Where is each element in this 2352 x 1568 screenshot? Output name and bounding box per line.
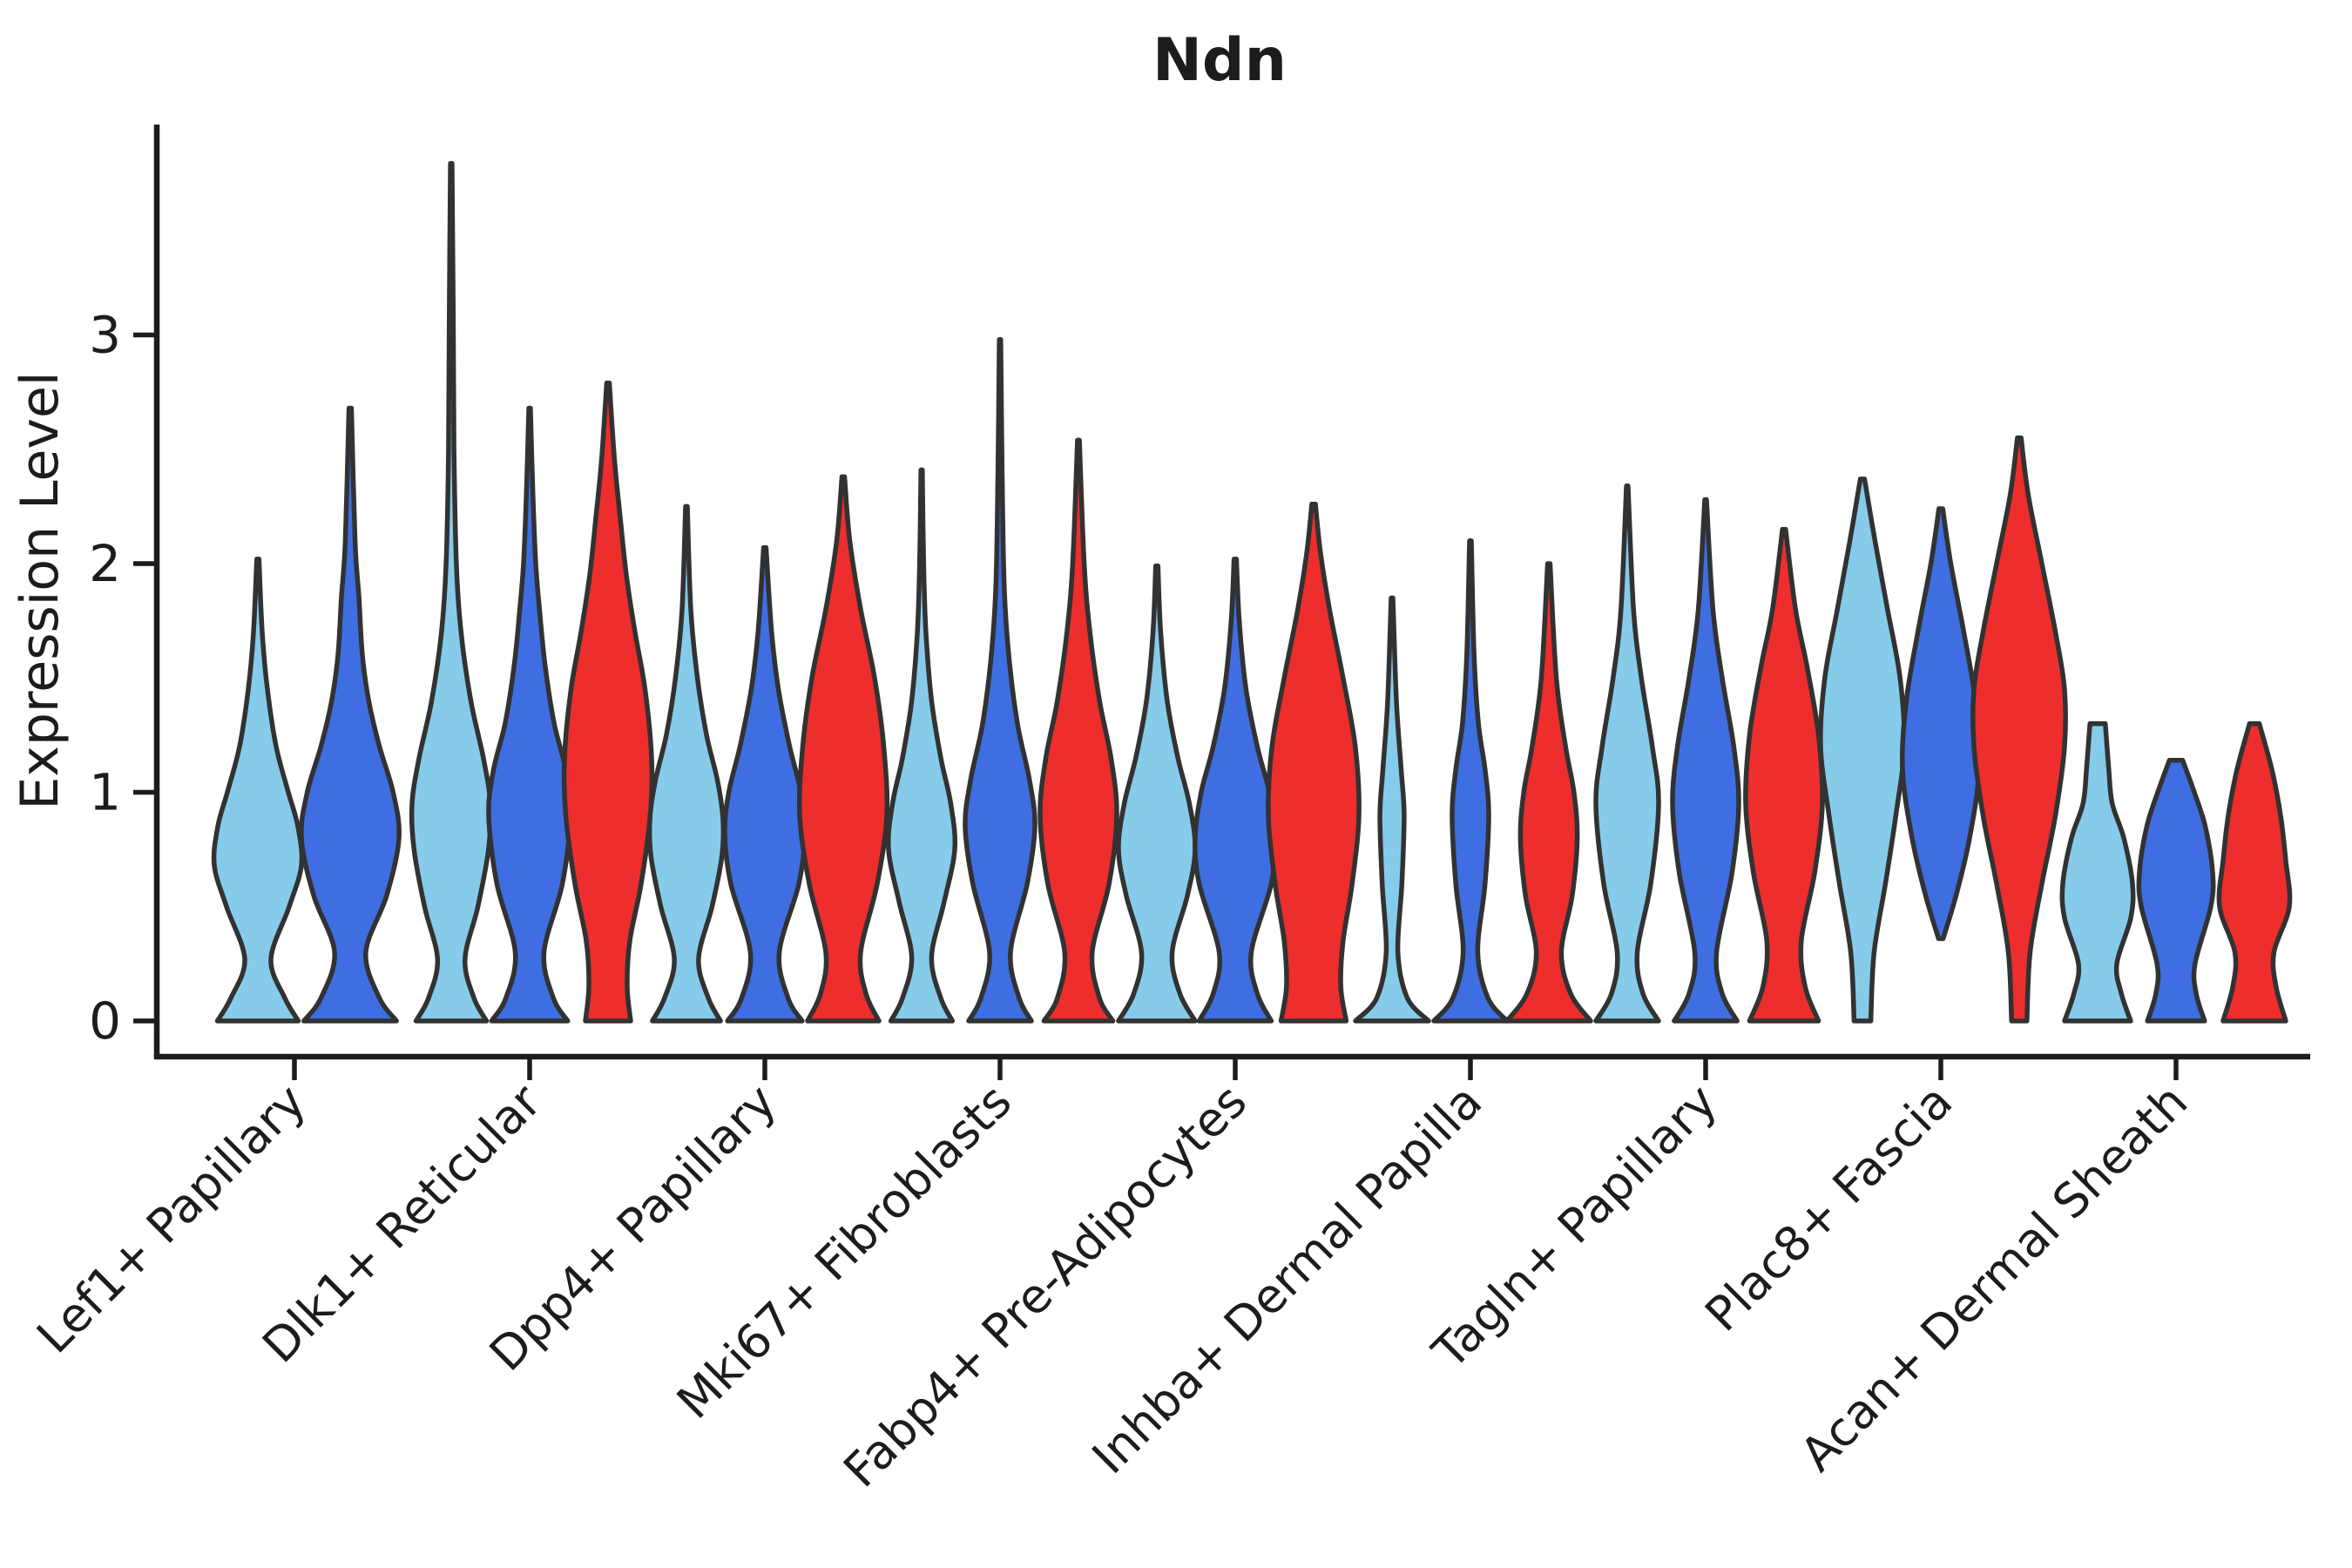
violin-fabp4-pre-adipocytes-red [1266,502,1362,1024]
violin-acan-dermal-sheath-light-blue [2059,721,2136,1024]
violin-tagln-papillary-red [1743,526,1825,1024]
violin-inhba-dermal-papilla-dark-blue [1431,538,1510,1024]
violin-mki67-fibroblasts-light-blue [885,467,958,1024]
violin-plac8-fascia-light-blue [1818,476,1907,1024]
chart-title: Ndn [1152,26,1287,95]
violins [211,160,2293,1024]
violin-dpp4-papillary-red [796,474,890,1024]
violin-inhba-dermal-papilla-light-blue [1353,595,1431,1024]
violin-fabp4-pre-adipocytes-dark-blue [1193,557,1278,1024]
y-axis-label: Expression Level [10,371,71,809]
x-tick-label-inhba-dermal-papilla: Inhba+ Dermal Papilla [1082,1074,1492,1484]
violin-plac8-fascia-dark-blue [1900,506,1982,942]
y-tick-label-0: 0 [89,991,121,1051]
violin-lef1-papillary-light-blue [211,557,305,1024]
y-tick-label-1: 1 [89,763,121,822]
x-tick-label-fabp4-pre-adipocytes: Fabp4+ Pre-Adipocytes [833,1074,1257,1498]
violin-acan-dermal-sheath-red [2216,721,2293,1024]
violin-acan-dermal-sheath-dark-blue [2136,758,2216,1024]
violin-fabp4-pre-adipocytes-light-blue [1116,563,1198,1024]
x-tick-label-acan-dermal-sheath: Acan+ Dermal Sheath [1790,1074,2198,1482]
violin-tagln-papillary-dark-blue [1670,497,1741,1024]
violin-tagln-papillary-light-blue [1593,483,1661,1024]
violin-dpp4-papillary-dark-blue [722,544,808,1024]
violin-dlk1-reticular-dark-blue [486,405,573,1024]
violin-dlk1-reticular-light-blue [409,160,494,1024]
violin-dlk1-reticular-red [561,380,655,1024]
y-tick-label-2: 2 [89,534,121,593]
y-tick-label-3: 3 [89,306,121,365]
violin-plac8-fascia-red [1970,435,2069,1024]
axes [133,125,2310,1080]
violin-mki67-fibroblasts-red [1037,437,1119,1024]
x-tick-label-plac8-fascia: Plac8+ Fascia [1694,1074,1963,1342]
violin-dpp4-papillary-light-blue [646,504,727,1024]
violin-mki67-fibroblasts-dark-blue [963,337,1037,1024]
violin-inhba-dermal-papilla-red [1504,561,1593,1024]
violin-lef1-papillary-dark-blue [299,405,402,1024]
